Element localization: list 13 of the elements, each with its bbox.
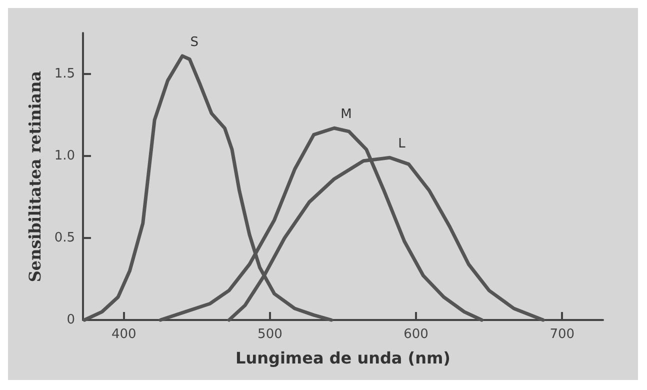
x-tick-label: 400 — [111, 327, 136, 342]
y-tick-label: 0 — [66, 312, 75, 328]
x-tick-label: 700 — [550, 327, 575, 342]
series-label: M — [340, 107, 352, 122]
x-tick-label: 600 — [404, 327, 428, 342]
y-tick-label: 0.5 — [54, 230, 75, 246]
y-tick-label: 1.5 — [54, 66, 75, 82]
y-axis-title: Sensibilitatea retiniana — [26, 70, 44, 282]
y-tick-label: 1.0 — [54, 148, 75, 164]
x-axis-title: Lungimea de unda (nm) — [236, 348, 450, 368]
x-tick-label: 500 — [258, 327, 282, 342]
series-label: S — [190, 34, 198, 50]
series-label: L — [398, 136, 406, 152]
